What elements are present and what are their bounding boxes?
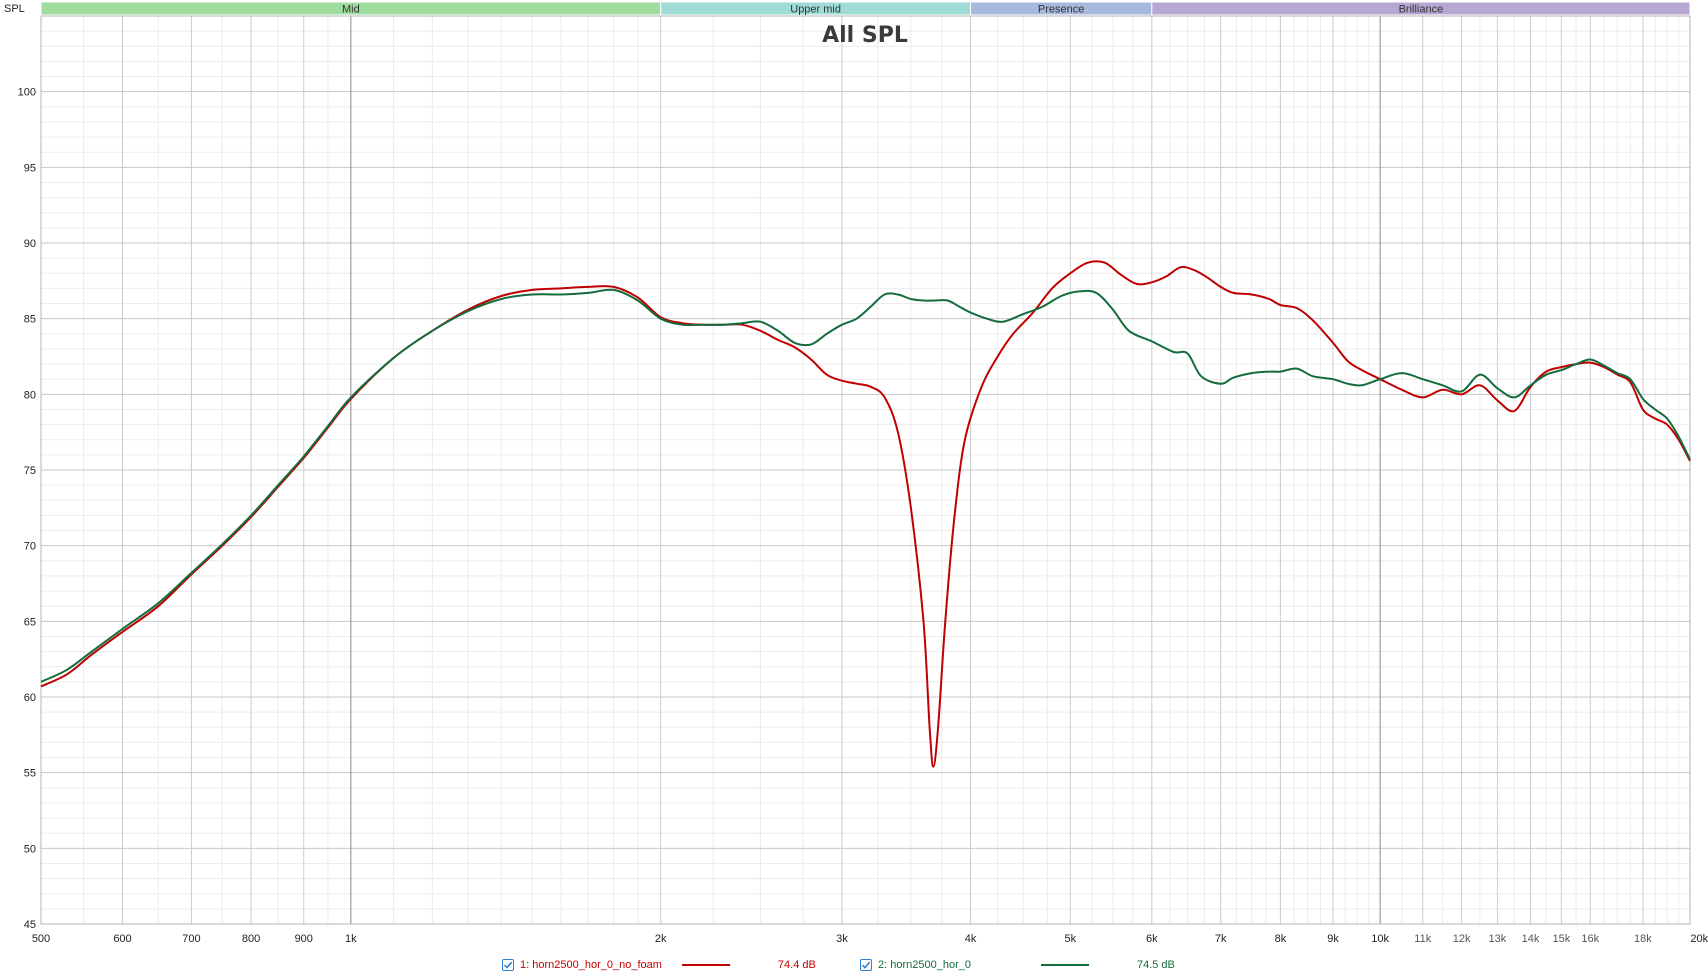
y-tick-label: 60 [24, 692, 36, 704]
x-tick-label: 900 [295, 933, 313, 945]
band-label-2: Upper mid [790, 4, 841, 16]
series-1-level: 74.4 dB [777, 959, 816, 971]
y-tick-label: 100 [18, 87, 36, 99]
x-tick-label: 7k [1215, 933, 1227, 945]
major-grid [40, 16, 1691, 925]
x-tick-label: 18k [1634, 933, 1652, 945]
series-2-level: 74.5 dB [1136, 959, 1175, 971]
band-label-3: Presence [1038, 4, 1084, 16]
y-tick-labels: 45 50 55 60 65 70 75 80 85 90 95 100 [18, 87, 36, 931]
x-tick-label: 20kHz [1690, 933, 1708, 945]
legend-item-series-1[interactable]: 1: horn2500_hor_0_no_foam 74.4 dB [502, 956, 816, 974]
band-label-1: Mid [342, 4, 360, 16]
x-tick-label: 15k [1553, 933, 1571, 945]
series-line-2 [40, 288, 1691, 683]
x-tick-label: 12k [1453, 933, 1471, 945]
y-tick-label: 85 [24, 314, 36, 326]
spl-chart: Mid Upper mid Presence Brilliance SPL 45 50 5… [4, 1, 1708, 945]
x-tick-label: 2k [655, 933, 667, 945]
x-tick-labels: 500 600 700 800 900 1k 2k 3k 4k 5k 6k 7k 8k 9k 10k 11k 1… [32, 933, 1708, 945]
x-tick-label: 6k [1146, 933, 1158, 945]
x-tick-label: 600 [113, 933, 131, 945]
band-4 [1151, 1, 1691, 16]
x-tick-label: 10k [1371, 933, 1389, 945]
y-tick-label: 70 [24, 541, 36, 553]
x-tick-label: 500 [32, 933, 50, 945]
checkmark-icon [861, 961, 871, 969]
plot-frame [40, 15, 1691, 925]
y-tick-label: 45 [24, 919, 36, 931]
x-tick-label: 800 [242, 933, 260, 945]
x-tick-label: 13k [1489, 933, 1507, 945]
series-lines [40, 260, 1691, 768]
frequency-bands: Mid Upper mid Presence Brilliance [40, 1, 1691, 16]
series-2-checkbox[interactable] [860, 959, 872, 971]
x-tick-label: 11k [1414, 933, 1431, 945]
chart-title: All SPL [822, 23, 908, 48]
series-1-swatch [681, 964, 730, 966]
y-tick-label: 95 [24, 162, 36, 174]
legend-item-series-2[interactable]: 2: horn2500_hor_0 74.5 dB [860, 956, 1175, 974]
x-tick-label: 16k [1581, 933, 1599, 945]
x-tick-label: 8k [1275, 933, 1287, 945]
series-line-1 [40, 260, 1691, 768]
x-tick-label: 14k [1522, 933, 1540, 945]
y-axis-title: SPL [4, 3, 25, 15]
series-1-name: 1: horn2500_hor_0_no_foam [520, 959, 662, 971]
y-tick-label: 80 [24, 389, 36, 401]
x-tick-label: 9k [1327, 933, 1339, 945]
y-tick-label: 75 [24, 465, 36, 477]
band-label-4: Brilliance [1399, 4, 1444, 16]
checkmark-icon [503, 961, 513, 969]
x-tick-label: 3k [836, 933, 848, 945]
series-1-checkbox[interactable] [502, 959, 514, 971]
x-tick-label: 1k [345, 933, 357, 945]
series-2-swatch [1040, 964, 1089, 966]
x-tick-label: 4k [965, 933, 977, 945]
series-2-name: 2: horn2500_hor_0 [878, 959, 971, 971]
x-tick-label: 5k [1064, 933, 1076, 945]
y-tick-label: 55 [24, 768, 36, 780]
y-tick-label: 65 [24, 616, 36, 628]
y-tick-label: 50 [24, 843, 36, 855]
y-tick-label: 90 [24, 238, 36, 250]
x-tick-label: 700 [182, 933, 200, 945]
